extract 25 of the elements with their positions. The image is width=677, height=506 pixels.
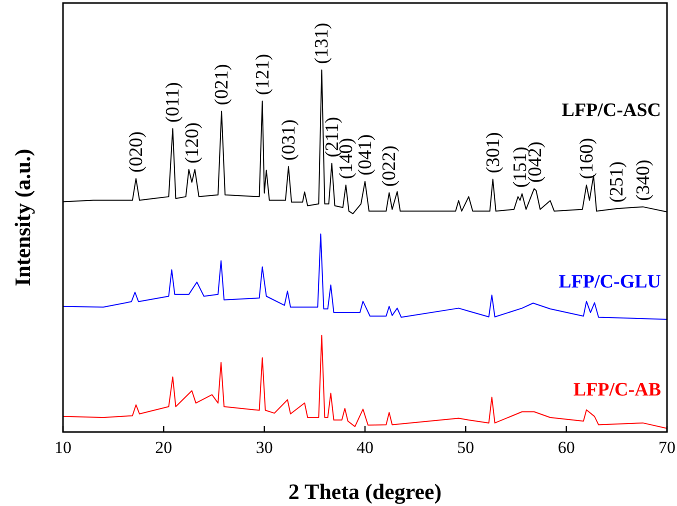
x-tick-label: 10	[54, 438, 72, 457]
annotation: (121)	[252, 54, 274, 96]
annotation: (011)	[162, 82, 184, 123]
annotation: (301)	[482, 132, 504, 174]
annotation: (022)	[379, 146, 400, 187]
annotation: (120)	[182, 122, 203, 164]
x-tick-label: 60	[558, 438, 575, 457]
text: LFP/C-ASC	[562, 100, 661, 121]
series-label: LFP/C-AB	[573, 379, 662, 400]
annotation: (041)	[355, 134, 376, 176]
annotation: (021)	[212, 64, 233, 106]
annotation: (020)	[126, 131, 147, 173]
annotation: (251)	[606, 161, 628, 203]
x-tick-label: 50	[457, 438, 474, 457]
x-axis-title: 2 Theta (degree)	[288, 479, 442, 504]
x-tick-label: 20	[155, 438, 172, 457]
annotation: (131)	[312, 22, 333, 64]
x-tick-label: 30	[256, 438, 273, 457]
x-tick-label: 40	[356, 438, 374, 457]
annotation: (031)	[278, 119, 300, 161]
annotation: (340)	[632, 160, 654, 201]
series-label: LFP/C-GLU	[558, 271, 662, 292]
y-axis-title: Intensity (a.u.)	[10, 148, 35, 286]
x-tick-label: 70	[658, 438, 676, 457]
annotation: (160)	[576, 138, 598, 180]
